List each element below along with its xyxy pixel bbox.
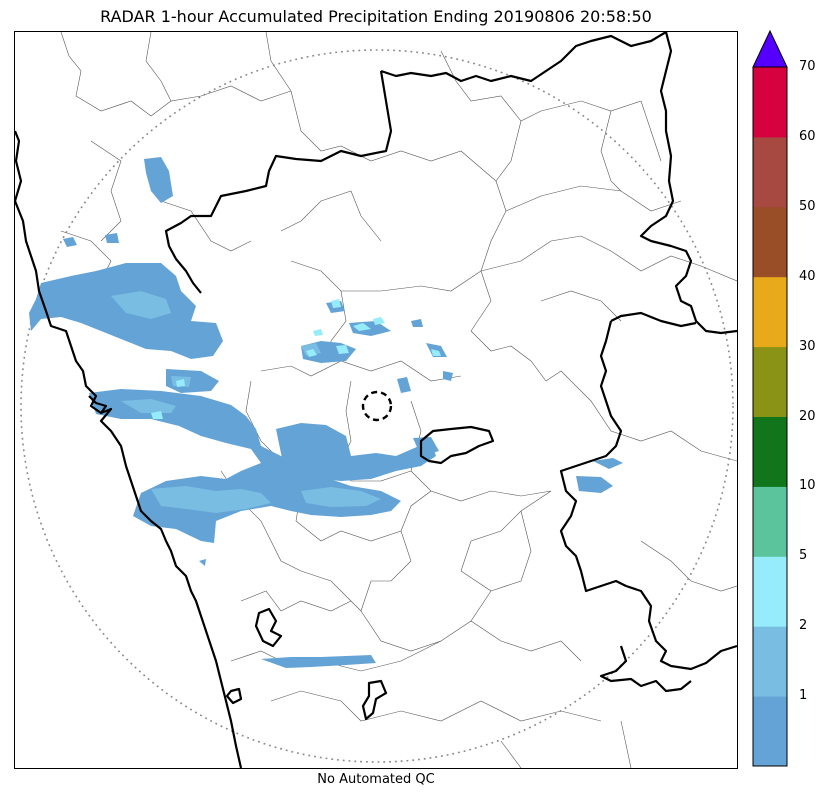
radar-site-marker bbox=[361, 390, 393, 422]
colorbar-tick-label: 40 bbox=[799, 268, 816, 284]
state-boundaries bbox=[15, 32, 737, 768]
colorbar-outline bbox=[752, 66, 788, 767]
colorbar-tick-label: 10 bbox=[799, 478, 816, 494]
precipitation-echoes bbox=[29, 157, 623, 668]
radar-map[interactable] bbox=[14, 31, 738, 769]
colorbar-tick-label: 1 bbox=[799, 688, 808, 704]
colorbar-tick-label: 70 bbox=[799, 59, 816, 74]
range-ring bbox=[20, 49, 734, 763]
colorbar-bin-30-40 bbox=[753, 276, 787, 348]
colorbar-bin-2-5 bbox=[753, 556, 787, 627]
colorbar-tick-label: 60 bbox=[799, 128, 816, 144]
qc-status-label: No Automated QC bbox=[317, 772, 435, 787]
colorbar-tick-label: 30 bbox=[799, 338, 816, 354]
colorbar-bin-1-2 bbox=[753, 626, 787, 697]
colorbar-bin-5-10 bbox=[753, 486, 787, 557]
colorbar-tick-label: 50 bbox=[799, 198, 816, 214]
colorbar-tick-label: 20 bbox=[799, 408, 816, 424]
colorbar-tick-label: 5 bbox=[799, 548, 808, 564]
precipitation-colorbar bbox=[752, 30, 788, 770]
colorbar-tick-label: 2 bbox=[799, 618, 808, 634]
colorbar-extend-arrow bbox=[752, 30, 788, 68]
map-title: RADAR 1-hour Accumulated Precipitation E… bbox=[100, 7, 652, 26]
colorbar-bin-40-50 bbox=[753, 206, 787, 278]
colorbar-bin-10-20 bbox=[753, 416, 787, 487]
colorbar-bin-60-70 bbox=[753, 67, 787, 138]
colorbar-bin-50-60 bbox=[753, 136, 787, 208]
colorbar-bin-0-1 bbox=[753, 696, 787, 767]
colorbar-bin-20-30 bbox=[753, 346, 787, 417]
